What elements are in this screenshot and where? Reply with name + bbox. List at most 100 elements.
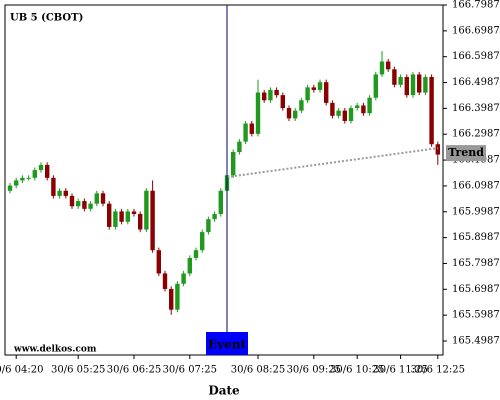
candle-body [175, 283, 180, 310]
candle-body [367, 97, 372, 114]
candle-body [404, 77, 409, 96]
y-tick-label: 166.7987 [452, 0, 500, 11]
y-tick-label: 165.8987 [452, 232, 500, 243]
event-label: Event [208, 338, 246, 352]
candle-body [373, 74, 378, 98]
candle-body [88, 203, 93, 209]
candle-body [299, 100, 304, 111]
y-tick-label: 165.4987 [452, 335, 500, 346]
candle-body [268, 89, 273, 101]
x-tick-label: 30/6 06:25 [107, 365, 161, 376]
candle-body [317, 82, 323, 90]
trend-label-box [446, 145, 486, 162]
candle-body [361, 105, 366, 114]
candle-body [249, 123, 254, 134]
candle-body [311, 87, 316, 90]
y-tick-label: 165.5987 [452, 310, 500, 321]
candle-body [119, 211, 124, 222]
candle-body [435, 144, 440, 155]
event-box [206, 332, 248, 355]
candle-body [330, 102, 335, 116]
y-tick-label: 166.6987 [452, 25, 500, 36]
candle-body [63, 190, 68, 196]
candle-body [342, 110, 347, 121]
candle-body [150, 190, 155, 251]
x-axis-label: Date [208, 384, 240, 398]
plot-frame [4, 4, 444, 356]
candle-body [237, 141, 242, 152]
candle-body [193, 250, 199, 258]
x-tick-label: 30/6 04:20 [0, 365, 43, 376]
candle-body [76, 201, 81, 207]
candle-body [293, 110, 298, 119]
candle-body [125, 211, 130, 222]
candle-body [7, 185, 13, 191]
x-tick-label: 30/6 09:25 [287, 365, 341, 376]
candle-body [386, 61, 391, 70]
candle-body [144, 190, 149, 230]
candle-body [262, 92, 267, 101]
candle-body [14, 180, 19, 186]
candle-body [212, 214, 217, 220]
candle-body [379, 61, 385, 75]
y-tick-label: 165.9987 [452, 206, 500, 217]
x-tick-label: 30/6 10:25 [330, 365, 384, 376]
candle-body [305, 87, 310, 101]
candle-body [187, 257, 192, 274]
y-tick-label: 166.5987 [452, 51, 500, 62]
candle-body [429, 77, 434, 145]
candle-body [280, 95, 285, 109]
candle-body [243, 123, 248, 142]
candle-body [138, 214, 143, 230]
candle-body [82, 201, 87, 209]
candle-body [45, 164, 50, 178]
chart-title: UB 5 (CBOT) [10, 13, 83, 24]
candle-body [274, 89, 279, 96]
candle-body [156, 250, 161, 274]
y-tick-label: 166.2987 [452, 129, 500, 140]
candle-body [51, 177, 56, 196]
candle-body [255, 92, 261, 134]
candle-body [355, 105, 360, 109]
x-tick-label: 30/6 08:25 [231, 365, 285, 376]
candle-body [206, 219, 211, 233]
candle-body [324, 82, 329, 103]
candle-body [336, 110, 341, 116]
candle-body [392, 69, 397, 85]
candle-body [162, 273, 168, 289]
y-tick-label: 166.3987 [452, 103, 500, 114]
candle-body [57, 190, 62, 196]
watermark: www.delkos.com [13, 345, 97, 355]
candle-body [417, 74, 422, 93]
candle-body [231, 151, 236, 176]
y-tick-label: 166.4987 [452, 77, 500, 88]
y-tick-label: 166.0987 [452, 180, 500, 191]
y-tick-label: 165.6987 [452, 284, 500, 295]
trend-line [226, 147, 438, 179]
candle-body [69, 195, 75, 207]
candle-body [410, 74, 416, 96]
candle-body [200, 232, 205, 251]
candle-body [20, 177, 25, 181]
candle-body [423, 77, 428, 93]
trend-label: Trend [448, 146, 484, 159]
candle-body [107, 203, 112, 227]
candle-body [398, 77, 403, 85]
candle-body [100, 193, 106, 204]
x-tick-label: 30/6 11:25 [373, 365, 427, 376]
candle-body [169, 288, 174, 310]
candle-body [26, 177, 31, 179]
candle-body [181, 273, 186, 284]
x-tick-label: 30/6 07:25 [163, 365, 217, 376]
candle-body [113, 211, 118, 227]
x-tick-label: 30/6 05:25 [51, 365, 105, 376]
candle-body [348, 108, 354, 121]
candle-body [286, 108, 292, 119]
y-tick-label: 165.7987 [452, 258, 500, 269]
candle-body [131, 211, 137, 215]
candle-body [218, 190, 223, 215]
candle-body [32, 170, 37, 178]
candle-body [38, 164, 44, 171]
x-tick-label: 30/6 12:25 [411, 365, 465, 376]
